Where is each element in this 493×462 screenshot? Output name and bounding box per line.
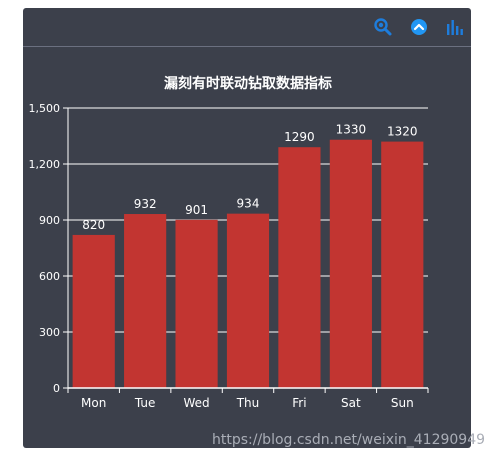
search-icon[interactable] [373,17,393,37]
chart-toolbar [23,8,471,47]
bar[interactable] [124,214,167,388]
x-tick-label: Fri [292,396,306,410]
bar[interactable] [175,219,218,388]
x-tick-label: Thu [236,396,260,410]
data-label: 932 [134,197,157,211]
y-tick-label: 300 [39,326,60,339]
y-tick-label: 1,500 [29,102,61,115]
bar[interactable] [72,234,115,388]
chevron-up-icon[interactable] [409,17,429,37]
bar-chart-icon[interactable] [444,17,464,37]
y-tick-label: 900 [39,214,60,227]
data-label: 1320 [387,125,418,139]
bar[interactable] [381,141,424,388]
data-label: 1330 [336,123,367,137]
x-tick-label: Tue [134,396,156,410]
x-tick-label: Wed [183,396,209,410]
x-tick-label: Sun [391,396,414,410]
y-tick-label: 600 [39,270,60,283]
bar[interactable] [329,139,372,388]
bar[interactable] [226,213,270,388]
bar[interactable] [278,147,321,388]
data-label: 820 [82,218,105,232]
data-label: 934 [237,197,260,211]
y-tick-label: 1,200 [29,158,61,171]
chart-panel: 漏刻有时联动钻取数据指标 0 300 600 900 1,200 1,500 Mon Tue W… [23,8,471,448]
chart-title: 漏刻有时联动钻取数据指标 [164,75,332,92]
watermark: https://blog.csdn.net/weixin_41290949 [212,432,486,448]
data-label: 901 [185,203,208,217]
bar-chart: 漏刻有时联动钻取数据指标 0 300 600 900 1,200 1,500 Mon Tue W… [29,75,429,410]
data-label: 1290 [284,130,315,144]
x-tick-label: Mon [81,396,106,410]
x-tick-label: Sat [341,396,361,410]
y-tick-label: 0 [53,382,60,395]
